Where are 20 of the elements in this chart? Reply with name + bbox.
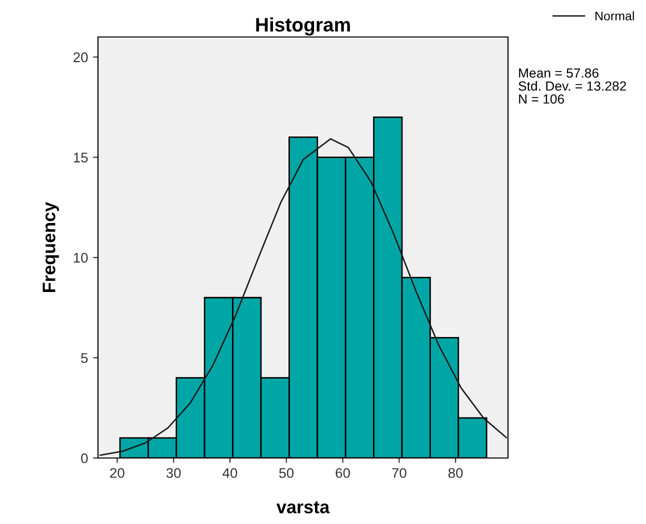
y-tick-label: 20 — [74, 52, 88, 62]
text: Std. Dev. = 13.282 — [518, 81, 626, 91]
x-tick-label: 80 — [448, 468, 463, 478]
y-tick-label: 10 — [74, 252, 88, 263]
chart-title: Histogram — [256, 17, 350, 36]
y-tick-label: 15 — [74, 152, 88, 162]
x-tick-label: 50 — [279, 468, 294, 478]
text: Mean = 57.86 — [519, 68, 598, 78]
x-tick-label: 60 — [336, 468, 350, 478]
x-tick-label: 70 — [392, 468, 406, 478]
line-series — [100, 138, 508, 456]
text: N = 106 — [519, 94, 564, 104]
x-tick-label: 40 — [222, 468, 238, 478]
legend-label: Normal — [595, 11, 634, 20]
x-tick-label: 30 — [166, 468, 181, 478]
x-tick-label: 20 — [110, 468, 124, 478]
y-tick-label: 0 — [81, 453, 88, 464]
y-axis-title: Frequency — [42, 202, 59, 292]
x-axis-title: varsta — [276, 501, 330, 514]
y-tick-label: 5 — [81, 353, 88, 363]
